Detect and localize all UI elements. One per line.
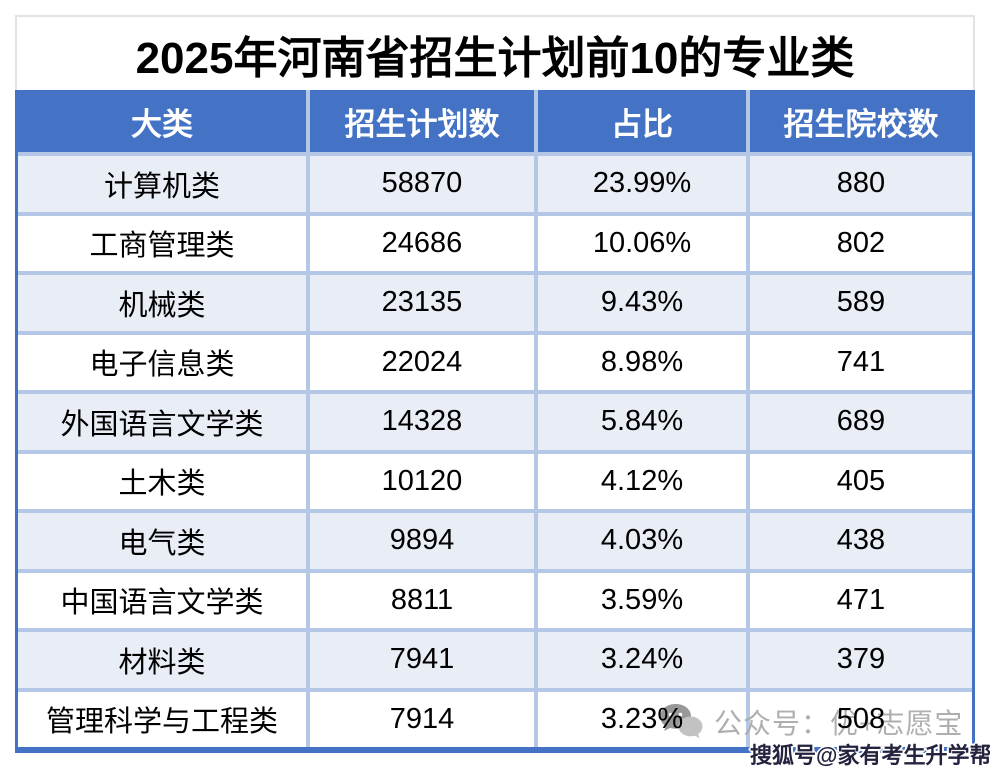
cell-school-count: 689 bbox=[750, 394, 972, 450]
cell-school-count: 508 bbox=[750, 691, 972, 747]
cell-share: 8.98% bbox=[538, 334, 746, 390]
cell-category: 工商管理类 bbox=[18, 215, 306, 271]
header-share: 占比 bbox=[538, 90, 746, 152]
cell-share: 3.59% bbox=[538, 572, 746, 628]
header-plan-count: 招生计划数 bbox=[310, 90, 534, 152]
wechat-watermark: 公众号：优+志愿宝 bbox=[658, 701, 963, 743]
cell-share: 10.06% bbox=[538, 215, 746, 271]
cell-share: 9.43% bbox=[538, 275, 746, 331]
chat-bubbles-icon bbox=[658, 701, 704, 743]
cell-plan-count: 7941 bbox=[310, 632, 534, 688]
cell-plan-count: 9894 bbox=[310, 513, 534, 569]
cell-school-count: 438 bbox=[750, 513, 972, 569]
sohu-watermark: 搜狐号@家有考生升学帮 bbox=[750, 743, 990, 768]
cell-school-count: 405 bbox=[750, 453, 972, 509]
cell-share: 4.03% bbox=[538, 513, 746, 569]
page-title: 2025年河南省招生计划前10的专业类 bbox=[15, 15, 975, 90]
cell-plan-count: 7914 bbox=[310, 691, 534, 747]
wechat-watermark-text: 公众号：优+志愿宝 bbox=[714, 708, 964, 739]
cell-share: 4.12% bbox=[538, 453, 746, 509]
cell-category: 机械类 bbox=[18, 275, 306, 331]
cell-plan-count: 8811 bbox=[310, 572, 534, 628]
cell-plan-count: 24686 bbox=[310, 215, 534, 271]
cell-share: 5.84% bbox=[538, 394, 746, 450]
cell-category: 土木类 bbox=[18, 453, 306, 509]
cell-school-count: 880 bbox=[750, 156, 972, 212]
cell-category: 材料类 bbox=[18, 632, 306, 688]
header-category: 大类 bbox=[18, 90, 306, 152]
cell-plan-count: 10120 bbox=[310, 453, 534, 509]
table-panel: 2025年河南省招生计划前10的专业类 大类 招生计划数 占比 招生院校数 计算… bbox=[15, 15, 975, 753]
cell-school-count: 379 bbox=[750, 632, 972, 688]
cell-category: 计算机类 bbox=[18, 156, 306, 212]
cell-category: 管理科学与工程类 bbox=[18, 691, 306, 747]
cell-school-count: 589 bbox=[750, 275, 972, 331]
cell-school-count: 471 bbox=[750, 572, 972, 628]
cell-category: 电子信息类 bbox=[18, 334, 306, 390]
cell-school-count: 802 bbox=[750, 215, 972, 271]
cell-category: 电气类 bbox=[18, 513, 306, 569]
cell-plan-count: 14328 bbox=[310, 394, 534, 450]
cell-plan-count: 22024 bbox=[310, 334, 534, 390]
cell-share: 3.24% bbox=[538, 632, 746, 688]
data-table: 大类 招生计划数 占比 招生院校数 计算机类 58870 23.99% 880 … bbox=[15, 90, 975, 753]
cell-plan-count: 23135 bbox=[310, 275, 534, 331]
cell-school-count: 741 bbox=[750, 334, 972, 390]
cell-category: 中国语言文学类 bbox=[18, 572, 306, 628]
cell-share: 3.23% bbox=[538, 691, 746, 747]
cell-category: 外国语言文学类 bbox=[18, 394, 306, 450]
header-school-count: 招生院校数 bbox=[750, 90, 972, 152]
cell-plan-count: 58870 bbox=[310, 156, 534, 212]
cell-share: 23.99% bbox=[538, 156, 746, 212]
